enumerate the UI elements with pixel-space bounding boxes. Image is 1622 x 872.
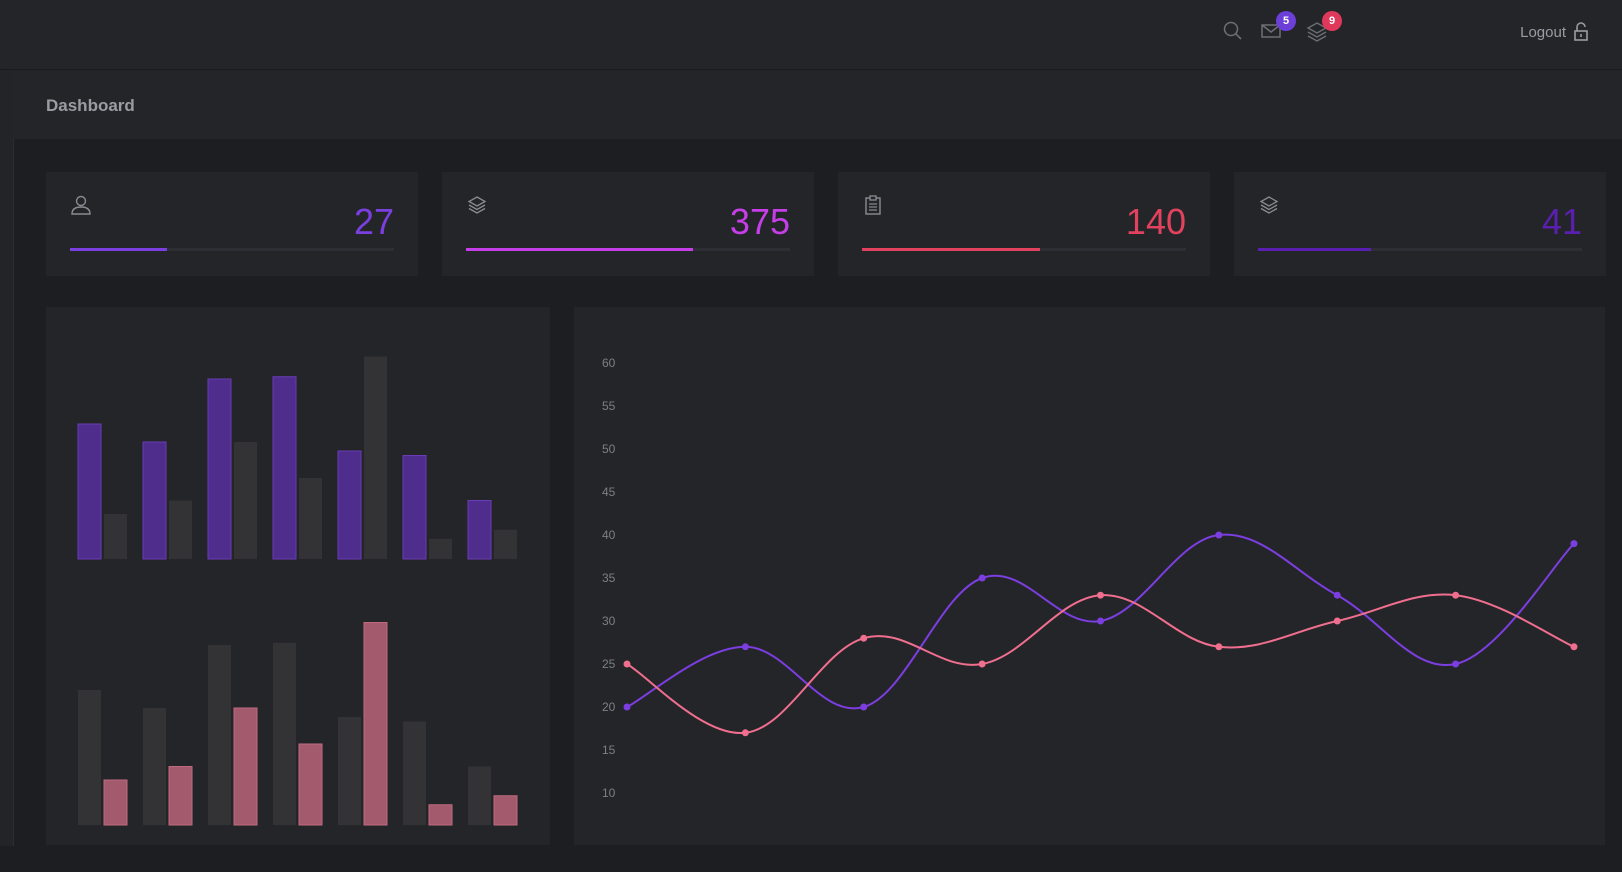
point-s1-1[interactable]	[623, 703, 631, 711]
point-s2-5[interactable]	[1097, 591, 1104, 599]
point-s2-8[interactable]	[1452, 591, 1460, 599]
progress-track	[862, 248, 1186, 251]
point-s2-6[interactable]	[1215, 643, 1223, 651]
line-chart: 60 55 50 45 40 35 30 25 20 15 10	[602, 356, 1578, 800]
page-header: Dashboard	[13, 70, 1622, 139]
y-tick-label: 35	[602, 571, 616, 585]
point-s2-7[interactable]	[1333, 617, 1341, 625]
y-tick-label: 50	[602, 442, 616, 456]
y-tick-label: 30	[602, 614, 616, 628]
progress-track	[70, 248, 394, 251]
stat-value: 140	[1125, 201, 1186, 242]
user-icon	[71, 195, 91, 215]
bar-s1-2	[142, 441, 167, 560]
mail-button[interactable]: 5	[1258, 11, 1296, 44]
point-s2-2[interactable]	[741, 729, 749, 737]
bar-chart-bottom	[78, 622, 518, 826]
y-tick-label: 40	[602, 528, 616, 542]
bar-s2-5	[363, 622, 388, 826]
bar-chart-top	[77, 356, 517, 560]
point-s1-8[interactable]	[1452, 660, 1460, 668]
line-chart-panel: 60 55 50 45 40 35 30 25 20 15 10	[574, 307, 1605, 845]
progress-fill	[862, 248, 1041, 251]
layers-icon	[1259, 196, 1279, 214]
bar-s1-1	[77, 423, 102, 560]
y-tick-label: 20	[602, 700, 616, 714]
bar-s1-1	[78, 690, 101, 825]
y-tick-label: 55	[602, 399, 616, 413]
bar-s2-2	[168, 766, 193, 826]
bar-s1-5	[338, 717, 361, 825]
bar-s2-6	[428, 804, 453, 826]
bar-s1-2	[143, 708, 166, 825]
logout-label: Logout	[1520, 23, 1566, 41]
y-tick-label: 60	[602, 356, 616, 370]
stat-card-layers: 375	[442, 172, 814, 276]
bar-s2-4	[298, 743, 323, 826]
point-s2-9[interactable]	[1570, 643, 1578, 651]
stat-value: 27	[353, 201, 394, 242]
bar-s1-3	[208, 645, 231, 825]
layers-icon	[467, 196, 487, 214]
bar-s1-4	[272, 376, 297, 560]
bar-s2-2	[169, 500, 192, 559]
bar-charts-panel	[46, 307, 550, 845]
bar-s1-6	[403, 721, 426, 825]
point-s1-5[interactable]	[1097, 617, 1104, 625]
bar-s1-4	[273, 642, 296, 825]
point-s2-4[interactable]	[978, 660, 986, 668]
search-icon	[1223, 21, 1242, 40]
clipboard-icon	[865, 195, 881, 215]
search-button[interactable]	[1220, 18, 1246, 44]
point-s1-6[interactable]	[1215, 531, 1223, 539]
stat-value: 375	[729, 201, 790, 242]
sidebar	[0, 70, 14, 846]
bar-s2-1	[104, 514, 127, 559]
point-s2-1[interactable]	[623, 660, 631, 668]
layers-button[interactable]: 9	[1304, 11, 1342, 44]
bar-s2-1	[103, 779, 128, 826]
bar-s2-6	[429, 538, 452, 559]
bar-s2-4	[299, 478, 322, 559]
layers-badge: 9	[1322, 11, 1342, 31]
point-s1-9[interactable]	[1570, 540, 1578, 548]
bar-s2-7	[494, 529, 517, 559]
y-tick-label: 45	[602, 485, 616, 499]
stat-value: 41	[1541, 201, 1582, 242]
bar-s1-7	[468, 766, 491, 825]
point-s1-4[interactable]	[978, 574, 986, 582]
point-s1-3[interactable]	[860, 703, 868, 711]
bar-s2-3	[233, 707, 258, 826]
y-tick-label: 25	[602, 657, 616, 671]
point-s2-3[interactable]	[860, 634, 868, 642]
bar-s1-7	[467, 500, 492, 560]
line-series-2	[626, 593, 1575, 734]
bar-s2-5	[364, 356, 387, 559]
bar-s2-3	[234, 442, 257, 559]
point-s1-7[interactable]	[1333, 591, 1341, 599]
page-title: Dashboard	[46, 96, 135, 115]
stat-card-stack: 41	[1234, 172, 1606, 276]
logout-button[interactable]: Logout	[1520, 20, 1590, 44]
progress-track	[1258, 248, 1582, 251]
progress-fill	[70, 248, 168, 251]
bar-s1-6	[402, 455, 427, 560]
y-tick-label: 10	[602, 786, 616, 800]
bar-s2-7	[493, 795, 518, 826]
point-s1-2[interactable]	[741, 643, 749, 651]
mail-badge: 5	[1276, 11, 1296, 31]
mail-icon	[1261, 24, 1281, 38]
bar-s1-3	[207, 378, 232, 560]
unlock-icon	[1574, 22, 1588, 41]
stat-card-clipboard: 140	[838, 172, 1210, 276]
progress-fill	[466, 248, 693, 251]
progress-track	[466, 248, 790, 251]
stat-card-users: 27	[46, 172, 418, 276]
y-tick-label: 15	[602, 743, 616, 757]
top-navbar: 5 9 Logout	[0, 0, 1622, 70]
progress-fill	[1258, 248, 1372, 251]
bar-s1-5	[337, 450, 362, 560]
